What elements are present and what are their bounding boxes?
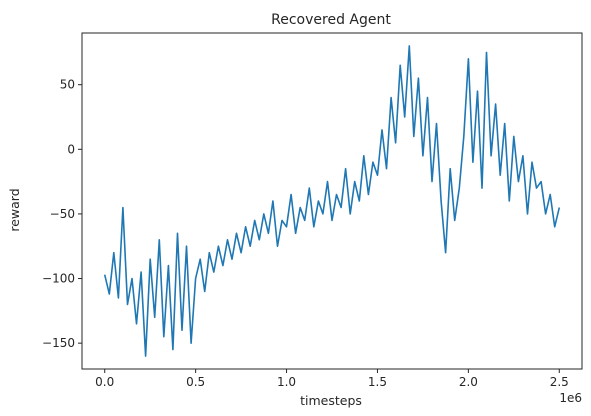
x-tick-label: 0.0 [95,375,114,389]
y-tick-label: −100 [42,272,75,286]
x-tick-label: 2.0 [459,375,478,389]
y-axis-label: reward [7,188,22,231]
x-tick-label: 2.5 [550,375,569,389]
y-axis: −150 −100 −50 0 50 [42,78,82,350]
x-tick-label: 1.5 [368,375,387,389]
axes-frame [81,32,583,370]
y-tick-label: 50 [60,78,75,92]
chart-title: Recovered Agent [271,12,391,28]
x-axis: 0.0 0.5 1.0 1.5 2.0 2.5 [95,369,569,389]
y-tick-label: −150 [42,336,75,350]
x-tick-label: 0.5 [186,375,205,389]
x-tick-label: 1.0 [277,375,296,389]
series-line [103,45,561,357]
x-axis-offset-label: 1e6 [559,391,582,405]
y-tick-label: −50 [50,207,75,221]
y-tick-label: 0 [67,142,75,156]
plot-area [103,45,561,357]
x-axis-label: timesteps [300,393,362,408]
